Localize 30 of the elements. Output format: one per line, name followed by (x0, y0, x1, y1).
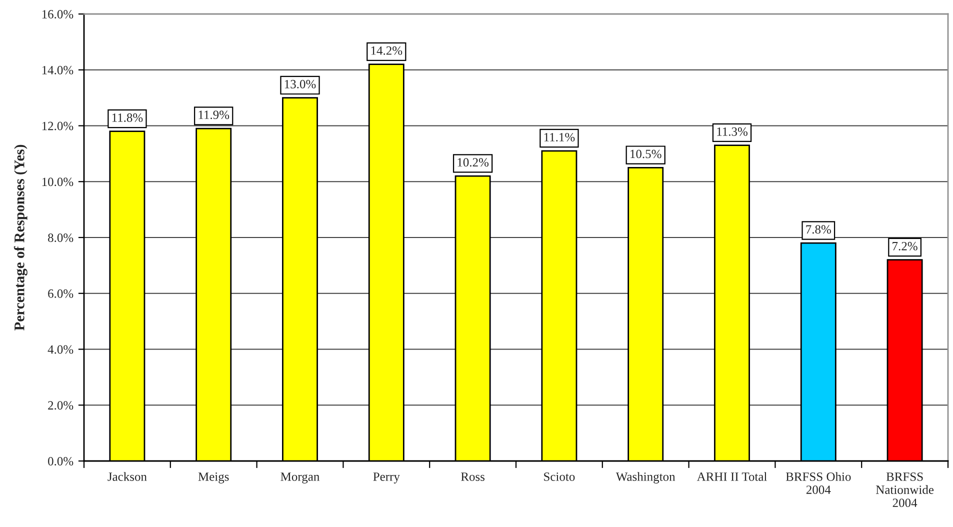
y-tick-label: 14.0% (42, 66, 74, 74)
y-tick-label: 12.0% (42, 122, 74, 130)
data-label: 13.0% (284, 80, 316, 88)
x-tick-label: ARHI II Total (696, 472, 767, 481)
x-tick-label: Morgan (280, 472, 320, 484)
data-label: 7.8% (806, 225, 831, 234)
x-tick-label: Washington (616, 472, 676, 484)
data-label: 14.2% (371, 46, 402, 55)
x-tick-label: Meigs (198, 472, 229, 484)
y-tick-label: 16.0% (42, 10, 74, 19)
data-label: 7.2% (892, 242, 918, 250)
x-tick-label: BRFSS Nationwide 2004 (876, 472, 934, 508)
y-tick-label: 0.0% (48, 457, 74, 466)
data-label: 11.3% (717, 127, 748, 136)
y-tick-label: 4.0% (48, 345, 74, 354)
data-label: 10.2% (458, 158, 489, 167)
data-label: 11.9% (198, 110, 230, 120)
y-tick-label: 2.0% (48, 401, 74, 410)
x-tick-label: BRFSS Ohio 2004 (786, 472, 851, 494)
x-tick-label: Scioto (544, 472, 575, 481)
y-axis-title: Percentage of Responses (Yes) (14, 144, 28, 330)
y-tick-label: 10.0% (42, 178, 74, 186)
x-tick-label: Ross (461, 472, 485, 481)
x-tick-label: Perry (373, 472, 400, 484)
data-label: 11.8% (112, 113, 143, 122)
data-label: 10.5% (630, 150, 662, 158)
x-tick-label: Jackson (108, 472, 147, 481)
y-tick-label: 8.0% (48, 234, 74, 242)
y-tick-label: 6.0% (48, 289, 74, 298)
data-label: 11.1% (544, 132, 575, 142)
